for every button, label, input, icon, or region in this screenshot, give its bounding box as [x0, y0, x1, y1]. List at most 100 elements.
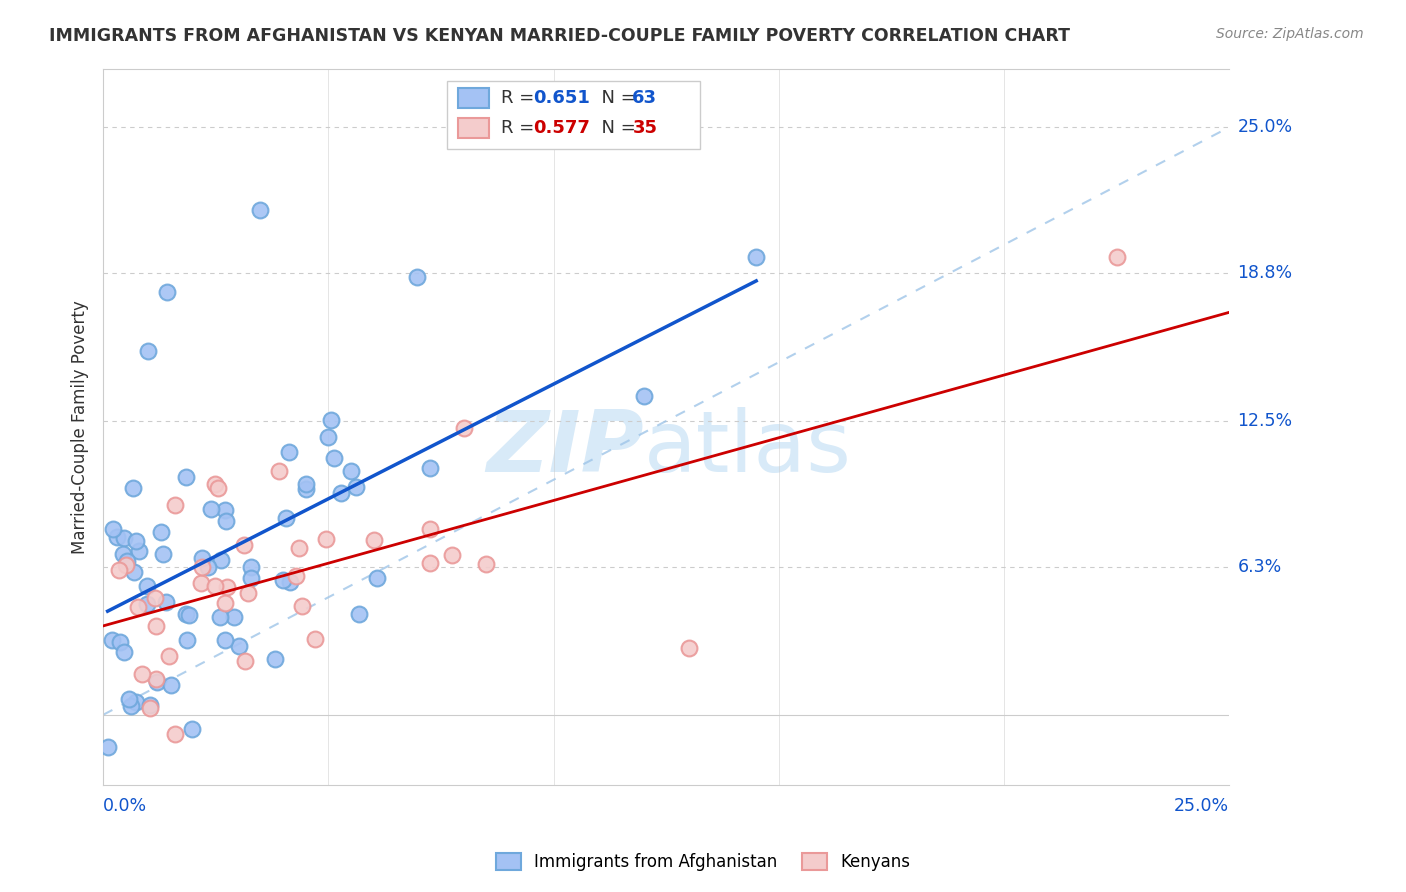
Point [405, 270, 427, 285]
Point [127, 599, 149, 614]
Point [1105, 250, 1128, 264]
Point [105, 530, 128, 544]
Point [209, 553, 232, 567]
FancyBboxPatch shape [458, 88, 489, 108]
Point [277, 444, 299, 458]
Point [321, 413, 343, 427]
Point [474, 557, 496, 571]
Point [207, 481, 229, 495]
Point [214, 596, 236, 610]
Point [274, 511, 297, 525]
Point [122, 565, 145, 579]
Point [347, 607, 370, 622]
FancyBboxPatch shape [458, 118, 489, 138]
Point [121, 481, 143, 495]
Point [114, 558, 136, 573]
Point [163, 727, 186, 741]
Text: 0.0%: 0.0% [103, 797, 148, 815]
Point [190, 576, 212, 591]
Point [208, 609, 231, 624]
Point [143, 591, 166, 605]
Text: 0.651: 0.651 [533, 89, 591, 107]
Point [344, 480, 367, 494]
Point [249, 202, 271, 217]
Point [278, 575, 301, 590]
Point [271, 573, 294, 587]
Point [419, 461, 441, 475]
Point [204, 477, 226, 491]
Point [135, 597, 157, 611]
Point [128, 544, 150, 558]
Point [155, 595, 177, 609]
Point [200, 501, 222, 516]
Point [101, 522, 124, 536]
Y-axis label: Married-Couple Family Poverty: Married-Couple Family Poverty [72, 300, 89, 554]
Point [112, 531, 135, 545]
Point [101, 632, 124, 647]
Point [284, 569, 307, 583]
Point [745, 250, 768, 264]
Point [131, 667, 153, 681]
Point [453, 421, 475, 435]
Point [145, 672, 167, 686]
Point [228, 640, 250, 654]
Point [633, 389, 655, 403]
Point [224, 610, 246, 624]
Point [204, 579, 226, 593]
FancyBboxPatch shape [447, 80, 700, 149]
Point [288, 541, 311, 555]
Point [295, 483, 318, 497]
Text: IMMIGRANTS FROM AFGHANISTAN VS KENYAN MARRIED-COUPLE FAMILY POVERTY CORRELATION : IMMIGRANTS FROM AFGHANISTAN VS KENYAN MA… [49, 27, 1070, 45]
Text: 6.3%: 6.3% [1237, 558, 1282, 575]
Point [136, 343, 159, 358]
Point [419, 522, 441, 536]
Point [120, 699, 142, 714]
Point [125, 696, 148, 710]
Point [304, 632, 326, 647]
Point [264, 652, 287, 666]
Point [291, 599, 314, 614]
Point [329, 486, 352, 500]
Text: 35: 35 [633, 119, 658, 137]
Point [156, 285, 179, 299]
Point [441, 548, 464, 562]
Legend: Immigrants from Afghanistan, Kenyans: Immigrants from Afghanistan, Kenyans [488, 845, 918, 880]
Text: 25.0%: 25.0% [1237, 119, 1292, 136]
Point [160, 678, 183, 692]
Point [315, 533, 337, 547]
Point [138, 698, 160, 712]
Point [108, 635, 131, 649]
Point [340, 464, 363, 478]
Text: N =: N = [589, 119, 641, 137]
Point [322, 450, 344, 465]
Text: 63: 63 [633, 89, 658, 107]
Point [419, 556, 441, 570]
Point [363, 533, 385, 548]
Text: ZIP: ZIP [486, 407, 644, 490]
Point [115, 554, 138, 568]
Text: 12.5%: 12.5% [1237, 412, 1292, 430]
Point [136, 579, 159, 593]
Text: R =: R = [501, 119, 540, 137]
Text: 18.8%: 18.8% [1237, 264, 1292, 282]
Point [174, 607, 197, 622]
Point [295, 477, 318, 491]
Point [139, 701, 162, 715]
Point [125, 533, 148, 548]
Text: 25.0%: 25.0% [1174, 797, 1229, 815]
Point [163, 498, 186, 512]
Point [215, 514, 238, 528]
Point [150, 525, 173, 540]
Point [191, 559, 214, 574]
Point [174, 470, 197, 484]
Point [318, 430, 340, 444]
Point [214, 502, 236, 516]
Point [678, 641, 700, 656]
Point [366, 571, 388, 585]
Text: N =: N = [589, 89, 641, 107]
Point [233, 654, 256, 668]
Point [176, 633, 198, 648]
Point [214, 633, 236, 648]
Point [108, 563, 131, 577]
Point [146, 675, 169, 690]
